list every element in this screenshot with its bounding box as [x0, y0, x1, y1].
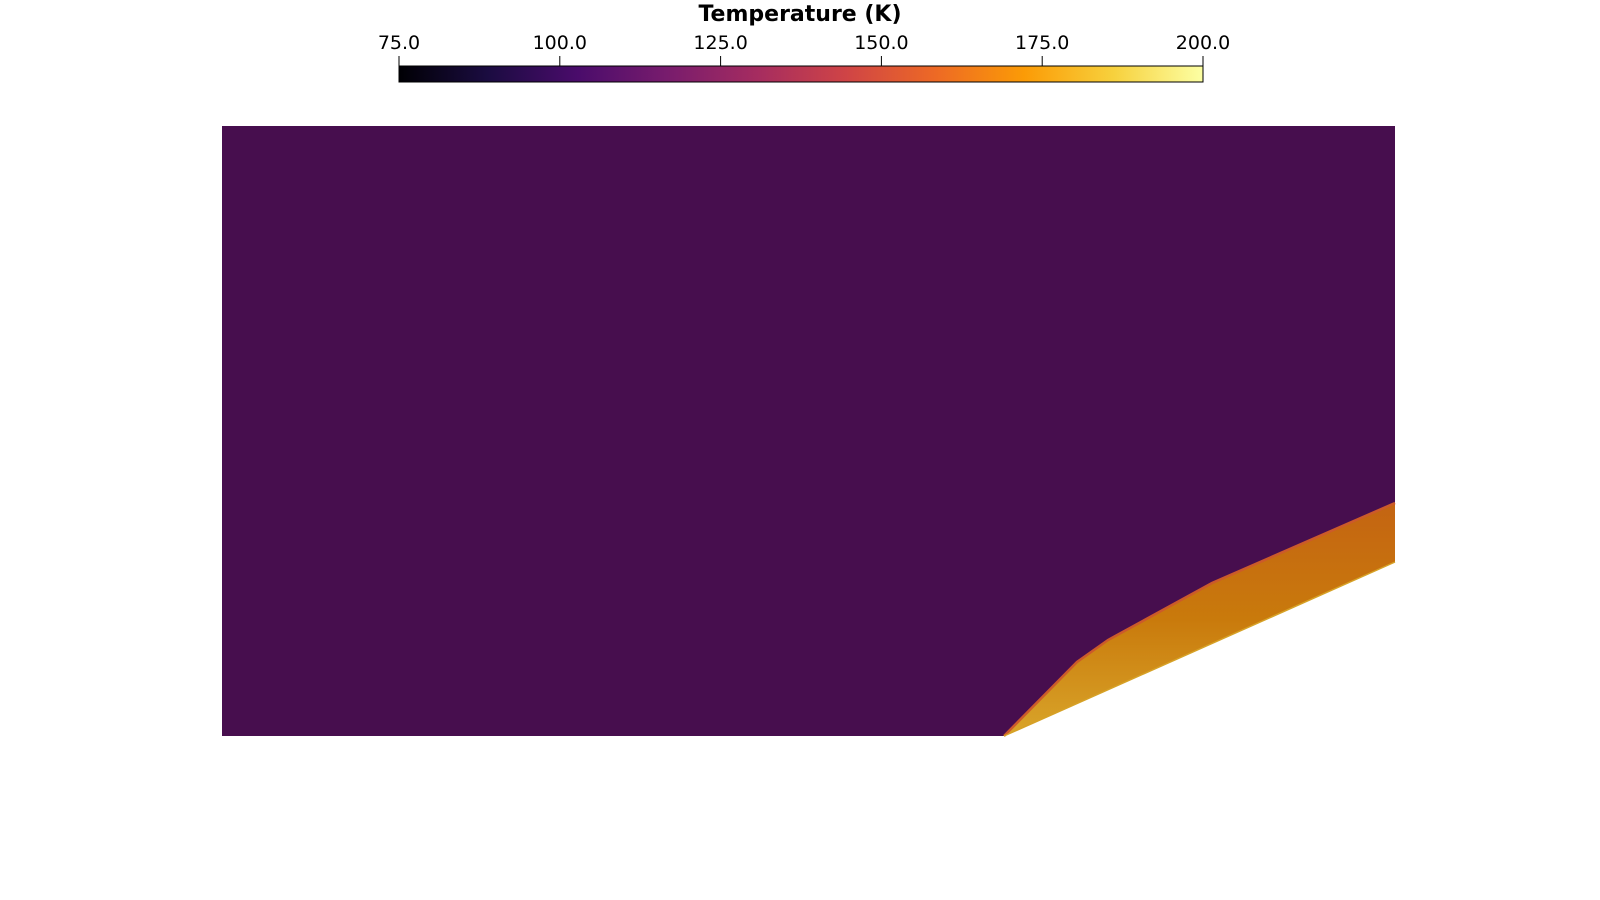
colorbar [398, 56, 1204, 83]
shock-front [1003, 501, 1396, 737]
freestream-region [222, 126, 1395, 736]
ramp-wall [1003, 561, 1396, 737]
colorbar-tick-label: 200.0 [1175, 32, 1231, 54]
colorbar-tick-label: 175.0 [1014, 32, 1070, 54]
colorbar-gradient-bar [398, 65, 1204, 83]
colorbar-tick-label: 75.0 [377, 32, 421, 54]
colorbar-tick-label: 100.0 [532, 32, 587, 54]
colorbar-tick-label: 125.0 [693, 32, 748, 54]
colorbar-tick-label: 150.0 [854, 32, 909, 54]
colorbar-title: Temperature (K) [698, 2, 902, 27]
shock-layer-region [1004, 503, 1395, 736]
colorbar-ticks [398, 56, 1204, 66]
